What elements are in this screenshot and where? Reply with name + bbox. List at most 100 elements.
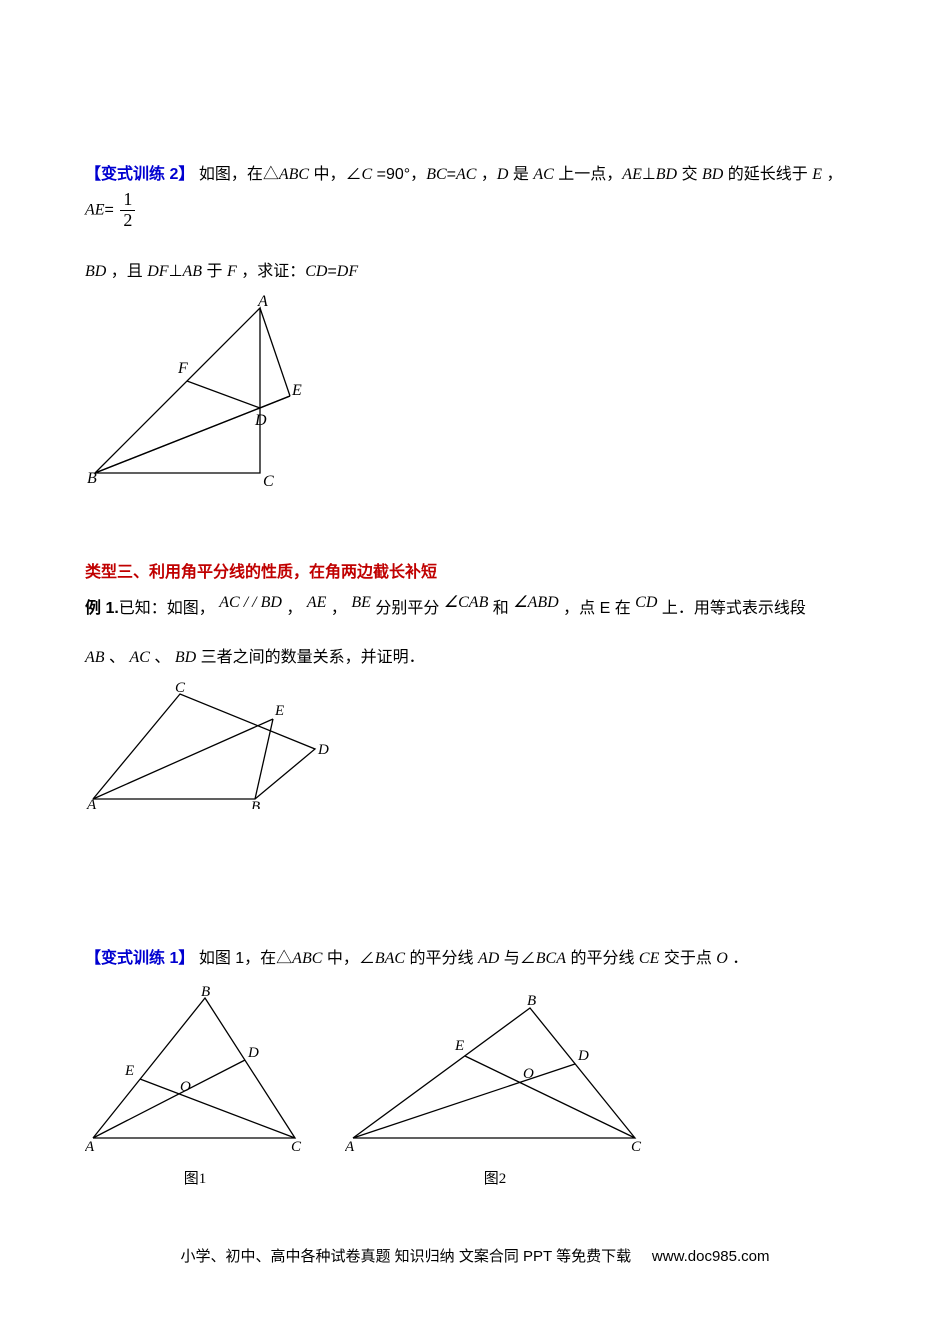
var-bd2: BD bbox=[702, 166, 723, 183]
text: 、 bbox=[154, 649, 170, 666]
text: ， bbox=[481, 166, 497, 183]
label-B: B bbox=[251, 799, 260, 809]
text: 与∠ bbox=[504, 950, 536, 967]
label-D: D bbox=[317, 742, 329, 758]
label-B: B bbox=[87, 470, 97, 487]
triangle-diagram-svg: A B C D E F bbox=[85, 293, 305, 493]
expr-bd: BD bbox=[175, 649, 196, 666]
text: 中，∠ bbox=[327, 950, 375, 967]
text: ，点 E 在 bbox=[563, 600, 635, 617]
var-o: O bbox=[716, 950, 728, 967]
text: ， bbox=[331, 600, 347, 617]
var-ae2: AE bbox=[85, 202, 105, 219]
text: 如图，在△ bbox=[199, 166, 279, 183]
var-bc: BC bbox=[426, 166, 446, 183]
var-bd: BD bbox=[85, 263, 106, 280]
expr-angle-abd: ∠ABD bbox=[513, 594, 558, 611]
figure-triangle-abc-def: A B C D E F bbox=[85, 293, 870, 498]
text: 中，∠ bbox=[314, 166, 362, 183]
text: ， bbox=[286, 600, 302, 617]
label-A: A bbox=[345, 1139, 355, 1155]
var-abc: ABC bbox=[279, 166, 309, 183]
label-E: E bbox=[124, 1063, 134, 1079]
var-ab: AB bbox=[183, 263, 203, 280]
var-c: C bbox=[362, 166, 373, 183]
expr-cd: CD bbox=[635, 594, 657, 611]
example-1: 例 1.已知：如图， AC / / BD ， AE ， BE 分别平分 ∠CAB… bbox=[85, 588, 870, 624]
figure-row: A B C D E O 图1 A B C D E bbox=[85, 983, 870, 1188]
quad-diagram-svg: A B C D E bbox=[85, 679, 335, 809]
expr-ab: AB bbox=[85, 649, 105, 666]
var-ce: CE bbox=[639, 950, 659, 967]
footer-text: 小学、初中、高中各种试卷真题 知识归纳 文案合同 PPT 等免费下载 bbox=[181, 1248, 632, 1265]
example-1-line2: AB 、 AC 、 BD 三者之间的数量关系，并证明． bbox=[85, 643, 870, 673]
expr-ac: AC bbox=[129, 649, 149, 666]
label-D: D bbox=[577, 1048, 589, 1064]
example-lead: 例 1. bbox=[85, 600, 119, 617]
text: 交 bbox=[682, 166, 702, 183]
footer-url: www.doc985.com bbox=[652, 1248, 770, 1265]
text: 于 bbox=[207, 263, 227, 280]
text: =90°， bbox=[377, 166, 427, 183]
figure-1-caption: 图1 bbox=[85, 1167, 305, 1188]
label-A: A bbox=[85, 1139, 95, 1155]
var-bca: BCA bbox=[536, 950, 566, 967]
text: 上．用等式表示线段 bbox=[662, 600, 806, 617]
text: 三者之间的数量关系，并证明． bbox=[201, 649, 425, 666]
var-df2: DF bbox=[337, 263, 358, 280]
label-D: D bbox=[254, 412, 267, 429]
expr-ae: AE bbox=[307, 594, 327, 611]
var-df: DF bbox=[147, 263, 168, 280]
var-cd: CD bbox=[305, 263, 327, 280]
label-A: A bbox=[86, 797, 97, 809]
text: ， bbox=[826, 166, 842, 183]
label-C: C bbox=[631, 1139, 642, 1155]
eq: = bbox=[447, 166, 456, 183]
var-e: E bbox=[812, 166, 822, 183]
label-A: A bbox=[257, 293, 268, 310]
figure-1-svg: A B C D E O bbox=[85, 983, 305, 1158]
label-D: D bbox=[247, 1045, 259, 1061]
text: 分别平分 bbox=[375, 600, 443, 617]
problem-variant-2-line2: BD ，且 DF⊥AB 于 F ，求证：CD=DF bbox=[85, 257, 870, 287]
expr-angle-cab: ∠CAB bbox=[444, 594, 489, 611]
label-O: O bbox=[523, 1066, 534, 1082]
label-C: C bbox=[291, 1139, 302, 1155]
eq: = bbox=[105, 202, 119, 219]
label-C: C bbox=[263, 473, 274, 490]
var-abc: ABC bbox=[292, 950, 322, 967]
page-footer: 小学、初中、高中各种试卷真题 知识归纳 文案合同 PPT 等免费下载 www.d… bbox=[0, 1245, 950, 1266]
var-d: D bbox=[497, 166, 509, 183]
text: 如图 1，在△ bbox=[199, 950, 292, 967]
expr-ac-parallel-bd: AC / / BD bbox=[219, 594, 282, 611]
problem-variant-1: 【变式训练 1】 如图 1，在△ABC 中，∠BAC 的平分线 AD 与∠BCA… bbox=[85, 944, 870, 974]
text: 、 bbox=[109, 649, 125, 666]
text: 是 bbox=[513, 166, 533, 183]
label-O: O bbox=[180, 1079, 191, 1095]
label-E: E bbox=[291, 382, 302, 399]
fraction-one-half: 1 2 bbox=[120, 190, 135, 231]
var-ac2: AC bbox=[533, 166, 553, 183]
section-title-3: 类型三、利用角平分线的性质，在角两边截长补短 bbox=[85, 558, 870, 582]
text: 已知：如图， bbox=[119, 600, 215, 617]
numerator: 1 bbox=[120, 190, 135, 211]
figure-acbd-e: A B C D E bbox=[85, 679, 870, 814]
text: 的延长线于 bbox=[728, 166, 812, 183]
figure-2-wrap: A B C D E O 图2 bbox=[345, 983, 645, 1188]
var-ae: AE bbox=[622, 166, 642, 183]
label-E: E bbox=[274, 703, 284, 719]
label-B: B bbox=[527, 993, 536, 1009]
text: 和 bbox=[493, 600, 513, 617]
label-C: C bbox=[175, 680, 186, 696]
label-F: F bbox=[177, 360, 188, 377]
perp: ⊥ bbox=[169, 263, 183, 280]
figure-2-caption: 图2 bbox=[345, 1167, 645, 1188]
text: 交于点 bbox=[664, 950, 716, 967]
var-ad: AD bbox=[478, 950, 499, 967]
label-B: B bbox=[201, 984, 210, 1000]
text: ，且 bbox=[111, 263, 147, 280]
problem-variant-2: 【变式训练 2】 如图，在△ABC 中，∠C =90°，BC=AC ，D 是 A… bbox=[85, 160, 870, 231]
text: 上一点， bbox=[558, 166, 622, 183]
label-E: E bbox=[454, 1038, 464, 1054]
expr-be: BE bbox=[351, 594, 371, 611]
